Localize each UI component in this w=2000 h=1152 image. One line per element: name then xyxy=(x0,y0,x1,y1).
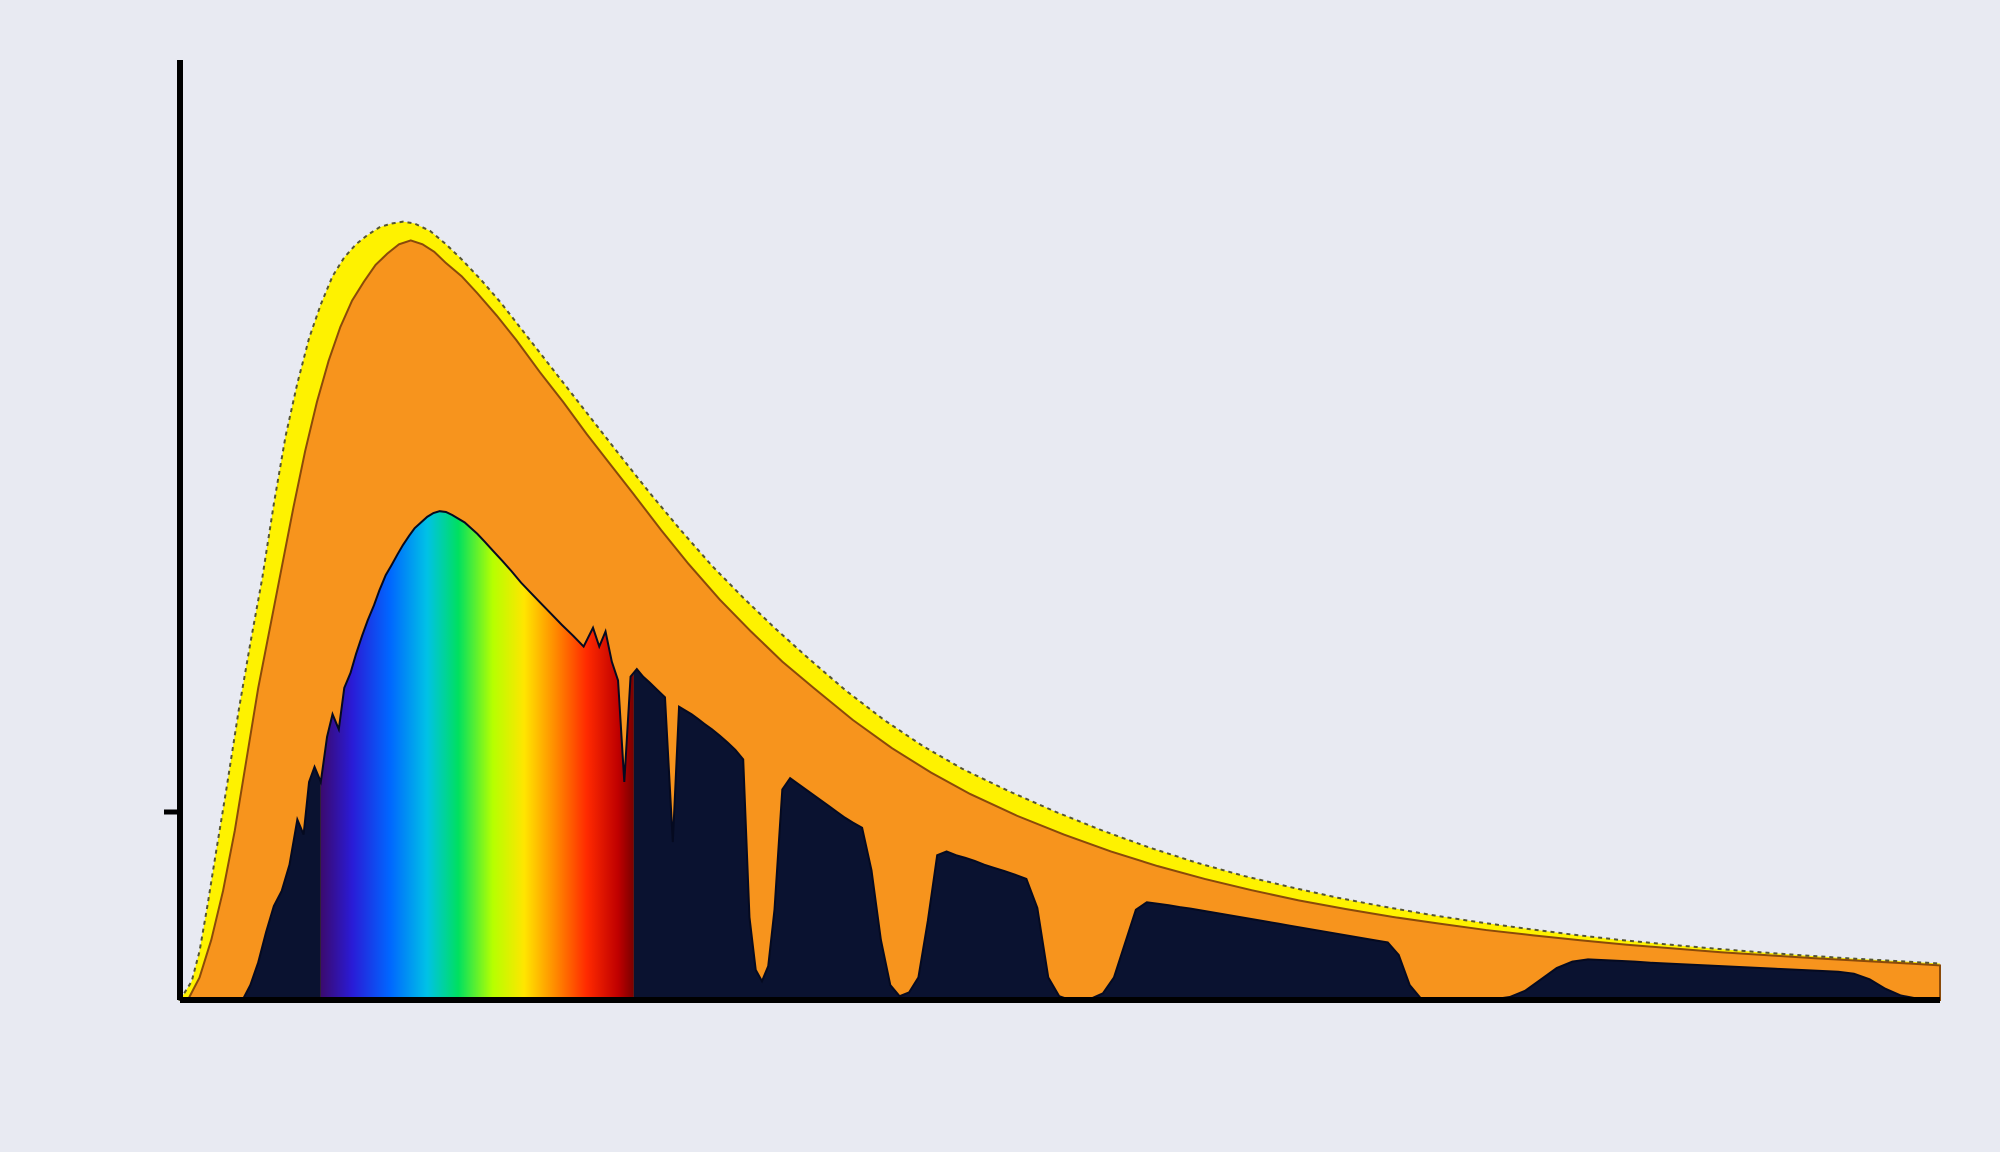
solar-spectrum-chart xyxy=(0,0,2000,1152)
chart-svg xyxy=(0,0,2000,1152)
